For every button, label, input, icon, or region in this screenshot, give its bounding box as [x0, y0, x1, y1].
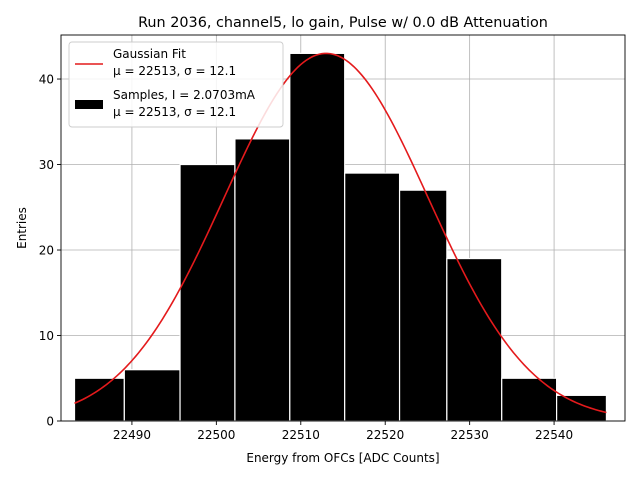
legend-samples-swatch: [75, 100, 103, 109]
histogram-bar: [501, 377, 558, 422]
legend-fit-label: Gaussian Fit: [113, 47, 186, 61]
chart-title: Run 2036, channel5, lo gain, Pulse w/ 0.…: [138, 15, 548, 31]
gaussian-fit-curve: [74, 52, 607, 414]
x-axis-ticks: 22490 22500 22510 22520 22530 22540: [113, 421, 573, 442]
histogram-bars: [73, 52, 608, 422]
legend-frame: [68, 41, 284, 128]
legend-samples-label: Samples, I = 2.0703mA: [113, 88, 256, 102]
y-tick-label: 20: [39, 244, 54, 258]
x-tick-label: 22540: [535, 428, 573, 442]
histogram-bar: [123, 369, 181, 422]
legend-fit-stats: μ = 22513, σ = 12.1: [113, 64, 236, 78]
x-tick-label: 22520: [366, 428, 404, 442]
histogram-bar: [344, 172, 401, 422]
y-axis-label: Entries: [15, 207, 29, 249]
legend: Gaussian Fit μ = 22513, σ = 12.1 Samples…: [68, 41, 284, 128]
histogram-bar: [446, 257, 503, 422]
histogram-bar: [556, 394, 608, 422]
x-axis-label: Energy from OFCs [ADC Counts]: [246, 451, 439, 465]
x-tick-label: 22510: [282, 428, 320, 442]
legend-samples-stats: μ = 22513, σ = 12.1: [113, 105, 236, 119]
y-tick-label: 40: [39, 73, 54, 87]
y-tick-label: 0: [46, 415, 54, 429]
x-tick-label: 22530: [451, 428, 489, 442]
histogram-bar: [179, 163, 236, 422]
plot-frame: [60, 34, 626, 422]
x-tick-label: 22490: [113, 428, 151, 442]
histogram-bar: [289, 52, 346, 422]
y-tick-label: 30: [39, 158, 54, 172]
y-axis-ticks: 0 10 20 30 40: [39, 73, 61, 429]
x-tick-label: 22500: [197, 428, 235, 442]
histogram-bar: [398, 189, 448, 422]
y-tick-label: 10: [39, 329, 54, 343]
histogram-bar: [234, 138, 291, 422]
